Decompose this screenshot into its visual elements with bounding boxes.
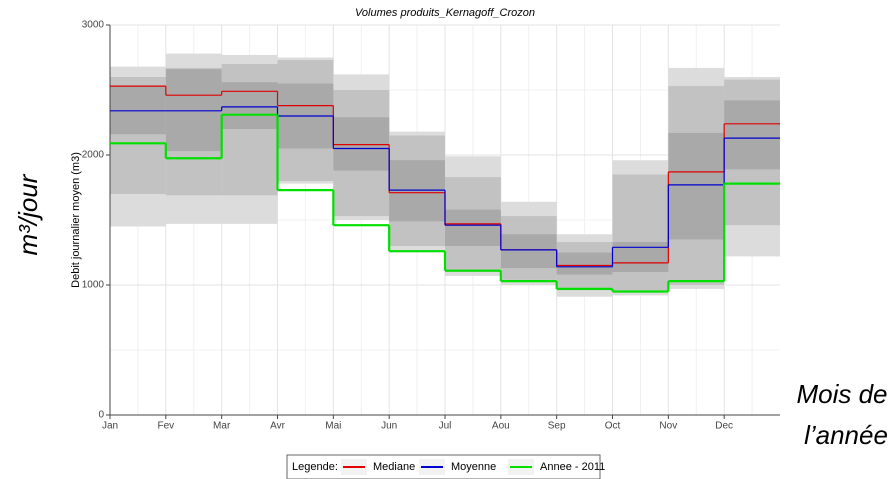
x-tick-label: Aou	[492, 421, 510, 432]
x-tick-label: Dec	[715, 421, 733, 432]
range-band	[500, 234, 557, 269]
range-band	[556, 252, 613, 275]
range-band	[445, 209, 501, 246]
legend-label: Mediane	[373, 461, 415, 473]
x-tick-label: Avr	[270, 421, 285, 432]
x-tick-label: Fev	[157, 421, 174, 432]
range-band	[333, 117, 390, 171]
range-band	[221, 82, 278, 129]
y-axis-label: Debit journalier moyen (m3)	[70, 152, 82, 288]
y-tick-label: 0	[98, 410, 104, 421]
chart-title: Volumes produits_Kernagoff_Crozon	[355, 7, 535, 19]
annotation: Mois de	[796, 379, 887, 409]
x-tick-label: Jun	[381, 421, 397, 432]
range-band	[724, 100, 780, 170]
range-band	[389, 160, 445, 222]
legend-label: Annee - 2011	[540, 461, 605, 473]
range-band	[612, 242, 669, 272]
y-tick-label: 1000	[82, 280, 105, 291]
annotation: l’année	[804, 420, 888, 450]
x-tick-label: Mar	[213, 421, 231, 432]
y-tick-label: 3000	[82, 20, 105, 31]
y-tick-label: 2000	[82, 150, 105, 161]
x-tick-label: Jul	[439, 421, 452, 432]
x-tick-label: Nov	[659, 421, 677, 432]
range-band	[110, 86, 166, 135]
x-tick-label: Oct	[605, 421, 621, 432]
x-tick-label: Sep	[548, 421, 566, 432]
range-band	[612, 174, 669, 291]
legend-label: Moyenne	[451, 461, 496, 473]
legend-title: Legende:	[292, 461, 338, 473]
side-label: m³/jour	[13, 173, 43, 255]
range-band	[165, 69, 222, 152]
x-tick-label: Jan	[102, 421, 118, 432]
range-band	[668, 132, 725, 240]
x-tick-label: Mai	[325, 421, 341, 432]
